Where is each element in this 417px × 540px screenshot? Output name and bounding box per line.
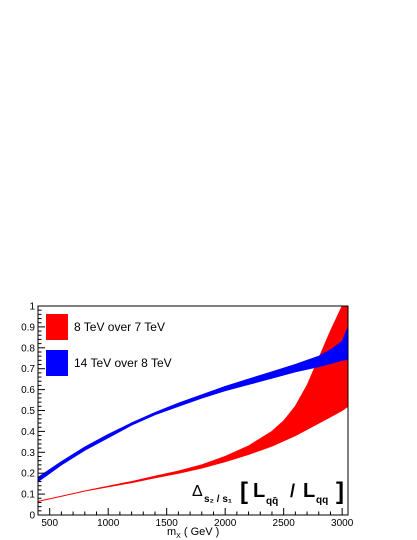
y-tick-label-7: 0.7 [21,364,35,375]
legend-swatch-1 [46,350,68,376]
annotation-L1-sub: qq̄ [266,496,278,507]
legend: 8 TeV over 7 TeV 14 TeV over 8 TeV [46,314,172,376]
legend-label-1: 14 TeV over 8 TeV [74,356,172,370]
legend-swatch-0 [46,314,68,340]
annotation-delta-sub: s₂ / s₁ [204,494,232,505]
annotation-rbracket: ] [336,478,344,505]
x-tick-label-5: 3000 [331,518,354,529]
x-axis-label-unit: ( GeV ) [184,526,219,538]
y-tick-label-6: 0.6 [21,385,35,396]
y-tick-label-10: 1 [29,302,35,313]
y-tick-label-0: 0 [29,511,35,522]
annotation-slash: / [290,481,295,501]
y-tick-label-5: 0.5 [21,406,35,417]
y-tick-label-1: 0.1 [21,490,35,501]
x-axis: 500 1000 1500 2000 2500 3000 [41,508,354,529]
y-axis: 0 0.1 0.2 0.3 0.4 0.5 0.6 0.7 0.8 0.9 1 [21,302,45,522]
annotation-delta: Δ [192,483,203,500]
legend-label-0: 8 TeV over 7 TeV [74,320,165,334]
annotation-L2-sub: qq [316,495,328,506]
y-tick-label-2: 0.2 [21,469,35,480]
x-tick-label-4: 2500 [273,518,296,529]
y-tick-label-3: 0.3 [21,448,35,459]
annotation-L2: L [303,480,315,502]
y-tick-label-9: 0.9 [21,322,35,333]
annotation: Δ s₂ / s₁ [ L qq̄ / L qq ] [192,478,344,507]
x-tick-label-1: 1000 [97,518,120,529]
annotation-L1: L [253,480,265,502]
x-tick-label-3: 2000 [214,518,237,529]
x-tick-label-2: 1500 [156,518,179,529]
x-axis-label-main: m [167,526,176,538]
x-axis-label: mX( GeV ) [167,526,219,540]
x-axis-label-sub: X [176,533,181,540]
band-series-0 [37,305,349,502]
x-tick-label-0: 500 [41,518,58,529]
y-tick-label-4: 0.4 [21,427,35,438]
y-tick-label-8: 0.8 [21,343,35,354]
annotation-lbracket: [ [240,478,248,505]
bands [37,305,349,502]
